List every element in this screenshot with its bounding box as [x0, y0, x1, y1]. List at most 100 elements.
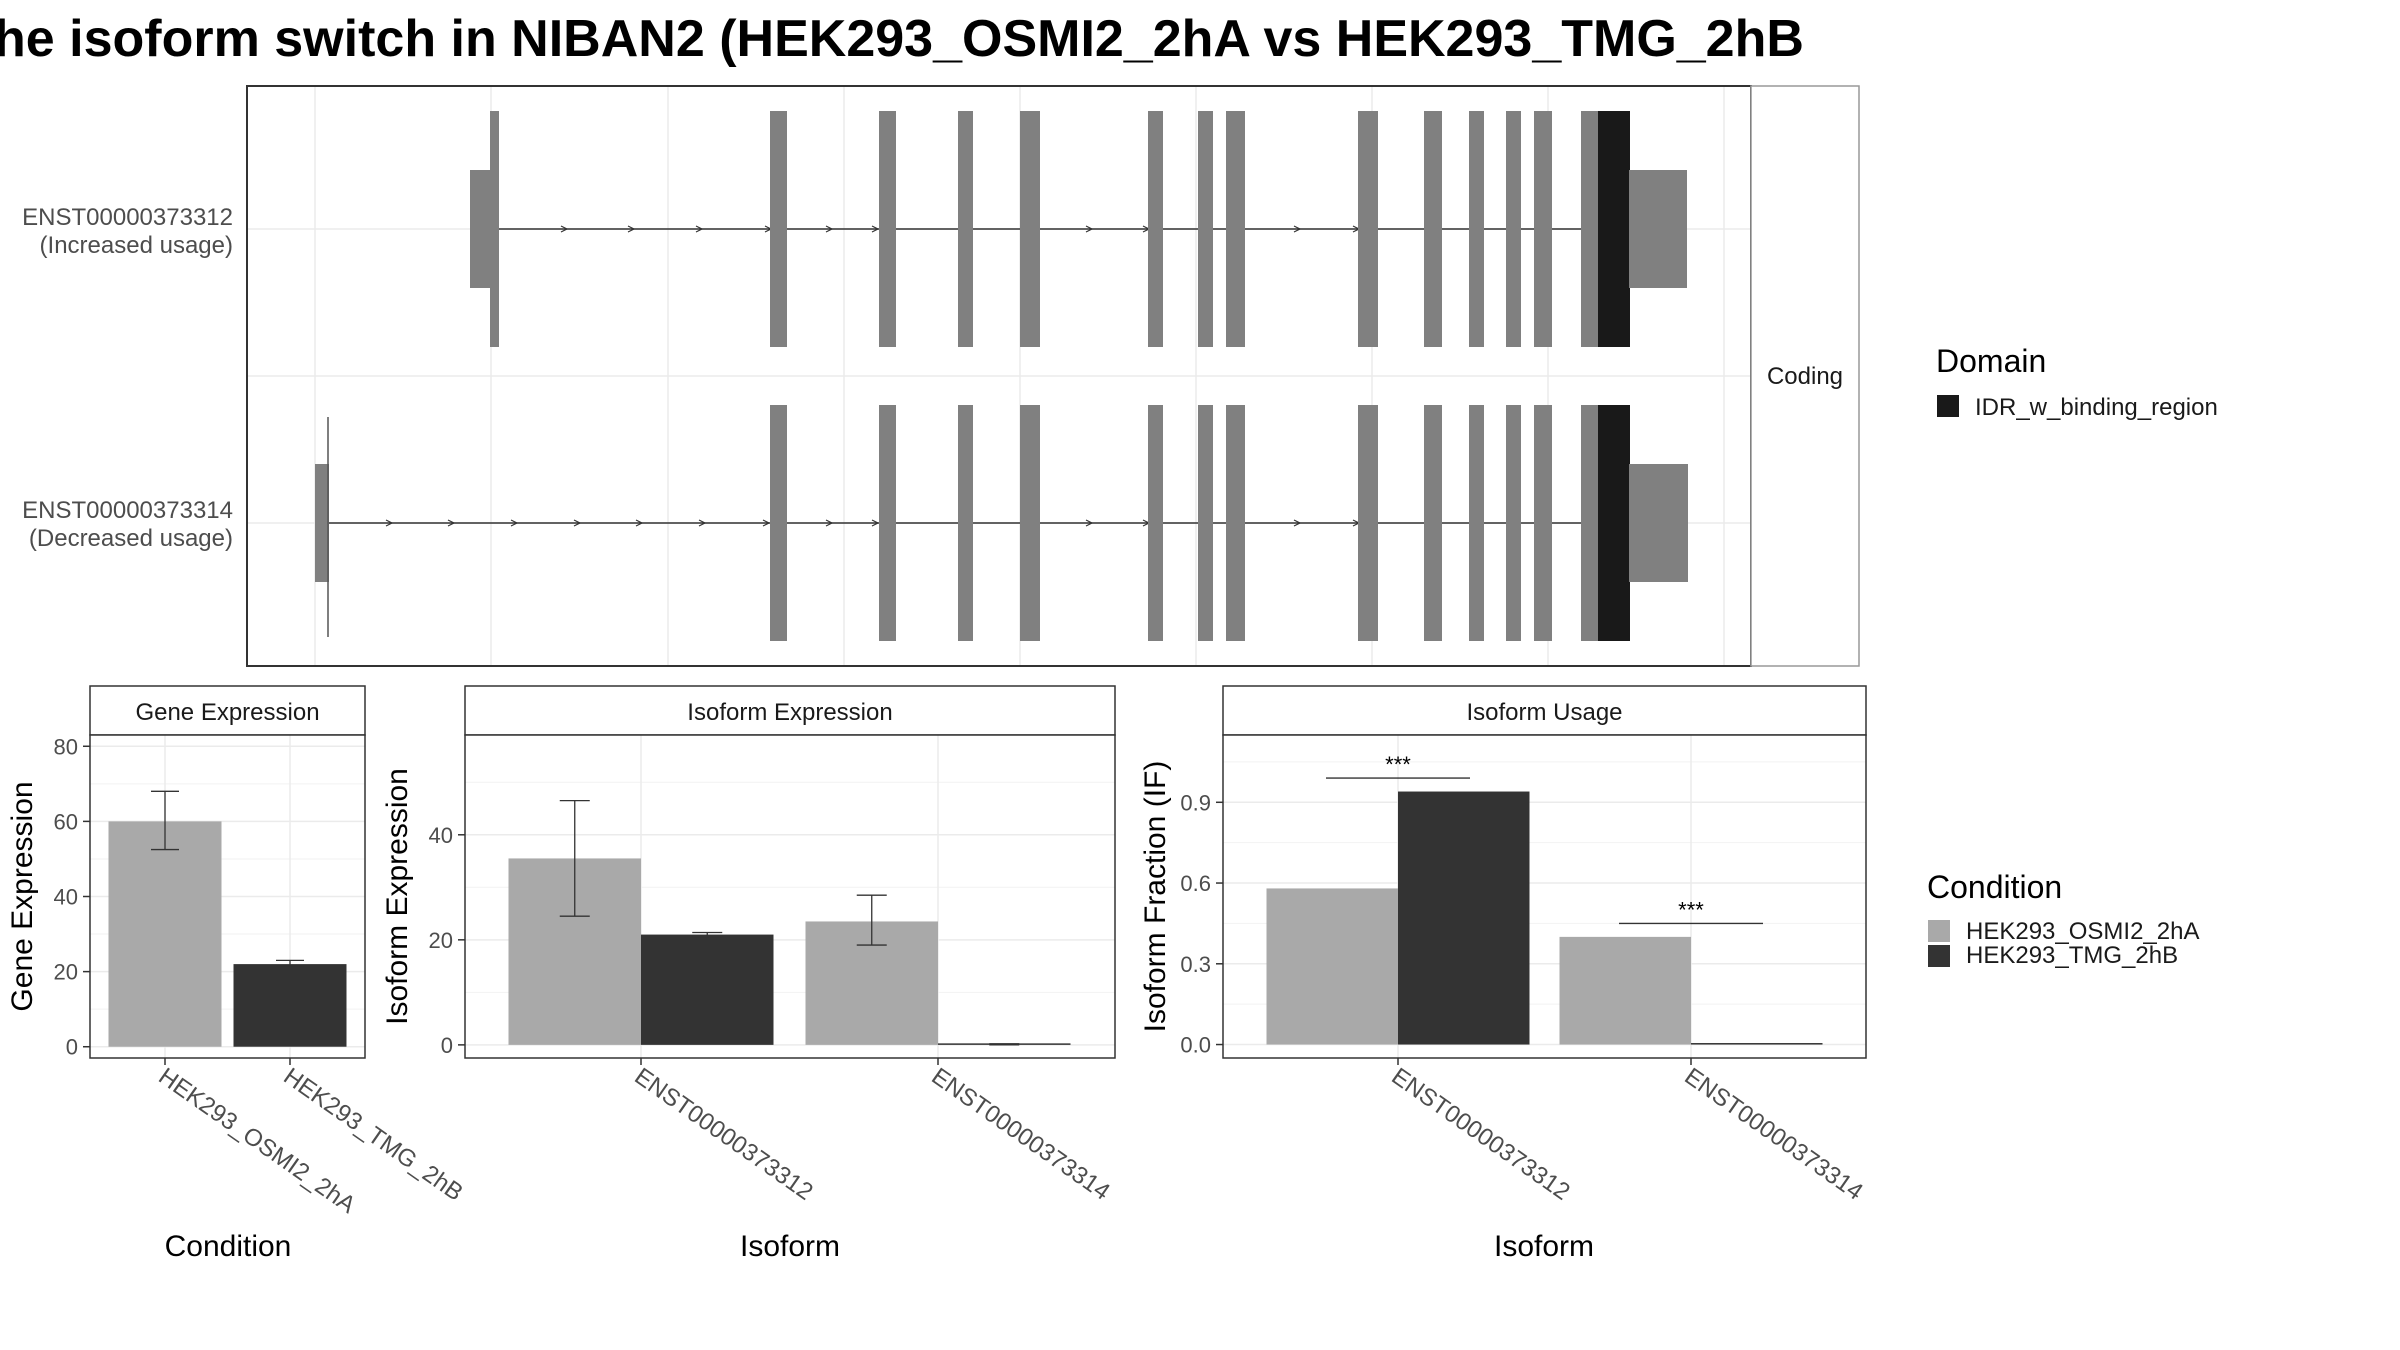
- coding-exon: [1534, 405, 1552, 641]
- panel-strip: [89, 685, 366, 736]
- coding-exon: [1424, 111, 1442, 347]
- coding-exon: [958, 111, 973, 347]
- x-tick-label: ENST00000373314: [927, 1063, 1115, 1206]
- strand-arrow: [560, 225, 569, 233]
- track-label-usage-1: (Increased usage): [40, 232, 233, 259]
- y-tick-label: 0.0: [1180, 1033, 1211, 1058]
- domain-block: [1598, 405, 1630, 641]
- y-tick-label: 40: [429, 823, 453, 848]
- y-tick-label: 80: [54, 734, 78, 759]
- coding-exon: [1506, 405, 1521, 641]
- panel-border: [464, 734, 1116, 1059]
- bar-panel-2: Isoform Expression 0 20 40 ENST00000373312 EN…: [381, 685, 1116, 1263]
- strand-arrow: [1293, 519, 1302, 527]
- y-axis-title: Isoform Fraction (IF): [1139, 761, 1172, 1033]
- y-axis-title: Isoform Expression: [381, 768, 414, 1025]
- coding-exon: [1198, 111, 1213, 347]
- bar: [233, 964, 347, 1047]
- strand-arrow: [825, 225, 834, 233]
- condition-legend: Condition HEK293_OSMI2_2hA HEK293_TMG_2h…: [1927, 869, 2199, 969]
- utr-exon: [1629, 170, 1687, 288]
- strand-arrow: [627, 225, 636, 233]
- coding-exon: [1581, 405, 1598, 641]
- domain-block: [1598, 111, 1630, 347]
- panel-border: [1222, 734, 1867, 1059]
- bar: [1398, 791, 1530, 1045]
- significance-label: ***: [1385, 752, 1411, 777]
- coding-exon: [958, 405, 973, 641]
- coding-exon: [490, 111, 499, 347]
- strand-arrow: [1293, 225, 1302, 233]
- y-tick-label: 0.6: [1180, 871, 1211, 896]
- coding-exon: [770, 405, 787, 641]
- bar: [641, 934, 774, 1045]
- panel-title: Isoform Usage: [1466, 699, 1622, 726]
- coding-exon: [1198, 405, 1213, 641]
- condition-legend-title: Condition: [1927, 869, 2062, 905]
- condition-legend-item-b: HEK293_TMG_2hB: [1966, 942, 2178, 969]
- strand-arrow: [698, 519, 707, 527]
- bar: [108, 821, 222, 1047]
- condition-legend-key-b: [1928, 945, 1950, 967]
- domain-legend-key: [1937, 395, 1959, 417]
- y-tick-label: 0.9: [1180, 790, 1211, 815]
- coding-exon: [1469, 405, 1484, 641]
- bar: [1559, 936, 1691, 1045]
- strand-arrow: [447, 519, 456, 527]
- coding-exon: [1581, 111, 1598, 347]
- domain-legend-title: Domain: [1936, 343, 2046, 379]
- x-tick-label: ENST00000373312: [630, 1063, 818, 1206]
- bar-panels: Gene Expression 0 20 40 60 80 HEK293_OSMI2_2hA…: [6, 685, 1868, 1263]
- x-tick-label: ENST00000373312: [1387, 1063, 1575, 1206]
- coding-exon: [1534, 111, 1552, 347]
- coding-exon: [1424, 405, 1442, 641]
- coding-exon: [1148, 111, 1163, 347]
- panel-title: Gene Expression: [135, 699, 319, 726]
- coding-exon: [879, 111, 896, 347]
- strand-arrow: [573, 519, 582, 527]
- x-tick-label: ENST00000373314: [1680, 1063, 1868, 1206]
- track-label-id-2: ENST00000373314: [22, 497, 233, 524]
- coding-exon: [1506, 111, 1521, 347]
- y-axis-title: Gene Expression: [6, 781, 39, 1011]
- coding-exon: [1469, 111, 1484, 347]
- strand-arrow: [635, 519, 644, 527]
- bar: [1691, 1043, 1823, 1045]
- x-axis-title: Condition: [165, 1230, 292, 1263]
- x-tick-label: HEK293_OSMI2_2hA: [154, 1063, 361, 1219]
- x-axis-title: Isoform: [1494, 1230, 1594, 1263]
- strand-arrow: [1085, 519, 1094, 527]
- track-label-usage-2: (Decreased usage): [29, 525, 233, 552]
- coding-exon: [879, 405, 896, 641]
- y-tick-label: 0: [441, 1033, 453, 1058]
- coding-exon: [1226, 111, 1245, 347]
- coding-exon: [770, 111, 787, 347]
- strand-arrow: [695, 225, 704, 233]
- plot-title: he isoform switch in NIBAN2 (HEK293_OSMI…: [0, 10, 1804, 68]
- condition-legend-item-a: HEK293_OSMI2_2hA: [1966, 918, 2199, 945]
- panel-strip: [464, 685, 1116, 736]
- coding-exon: [1148, 405, 1163, 641]
- panel-strip: [1222, 685, 1867, 736]
- y-tick-label: 20: [54, 960, 78, 985]
- y-tick-label: 40: [54, 885, 78, 910]
- strand-arrow: [1085, 225, 1094, 233]
- coding-exon: [1358, 405, 1378, 641]
- strand-arrow: [871, 225, 880, 233]
- y-tick-label: 0: [66, 1035, 78, 1060]
- domain-legend: Domain IDR_w_binding_region: [1936, 343, 2218, 421]
- strand-arrow: [825, 519, 834, 527]
- y-tick-label: 20: [429, 928, 453, 953]
- transcript-panel: Coding ENST00000373312 (Increased usage)…: [22, 85, 1860, 667]
- coding-exon: [1226, 405, 1245, 641]
- strand-arrow: [762, 519, 771, 527]
- strand-arrow: [871, 519, 880, 527]
- utr-exon: [470, 170, 492, 288]
- coding-exon: [1020, 405, 1040, 641]
- coding-strip: [1750, 85, 1860, 667]
- panel-title: Isoform Expression: [687, 699, 892, 726]
- bar-panel-3: Isoform Usage *** *** 0.0 0.3 0.6 0.9 ENST00000…: [1139, 685, 1868, 1263]
- transcript-tracks: [315, 111, 1688, 641]
- y-tick-label: 60: [54, 809, 78, 834]
